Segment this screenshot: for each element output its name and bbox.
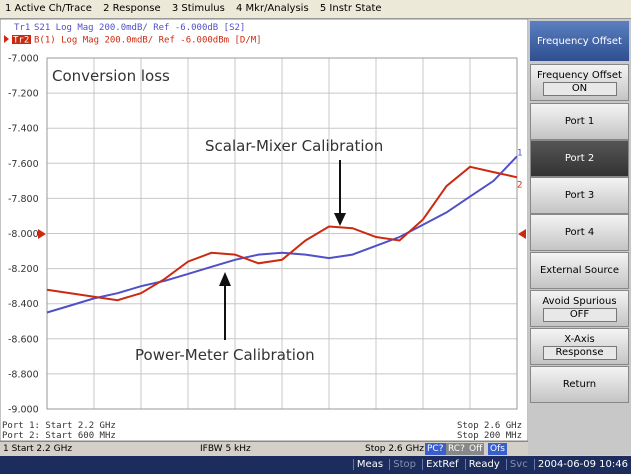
trace-info: B(1) Log Mag 200.0mdB/ Ref -6.000dBm [D/…: [34, 36, 262, 46]
softkey[interactable]: X-Axis Response: [530, 328, 629, 365]
bottom-item: 2004-06-09 10:46: [533, 459, 631, 470]
softkey[interactable]: Port 1: [530, 103, 629, 140]
arrow-head: [219, 272, 231, 286]
softkey[interactable]: External Source: [530, 252, 629, 289]
trace-label-box: [12, 35, 31, 44]
bottom-item: Stop: [389, 459, 419, 470]
status-flag: Off: [467, 443, 485, 455]
annotation: Power-Meter Calibration: [135, 346, 315, 364]
status-bar: 1 Start 2.2 GHz IFBW 5 kHz Stop 2.6 GHz …: [0, 441, 528, 456]
y-tick-label: -7.200: [8, 89, 39, 100]
softkey-label: X-Axis: [564, 333, 595, 345]
status-flag: RC?: [446, 443, 467, 455]
footer-text: Port 2: Start 600 MHz: [2, 431, 116, 441]
y-tick-label: -7.000: [8, 54, 39, 65]
softkey[interactable]: Return: [530, 366, 629, 403]
softkey-value: Response: [542, 345, 617, 360]
menu-item[interactable]: 4 Mkr/Analysis: [236, 3, 309, 14]
trace-line: [46, 155, 518, 314]
trace-end-label: 2: [517, 180, 522, 190]
active-trace-marker: [4, 35, 9, 43]
softkey-label: Port 1: [564, 116, 595, 127]
y-tick-label: -8.400: [8, 299, 39, 310]
softkey-label: Port 2: [564, 153, 595, 164]
y-tick-label: -7.600: [8, 159, 39, 170]
status-text: 1 Start 2.2 GHz: [3, 444, 73, 454]
bottom-item: ExtRef: [422, 459, 462, 470]
bottom-bar: Meas Stop ExtRef Ready Svc 2004-06-09 10…: [0, 456, 631, 474]
bottom-item: Meas: [352, 459, 387, 470]
y-tick-label: -9.000: [8, 405, 39, 416]
ref-marker: [38, 229, 46, 239]
trace-info: S21 Log Mag 200.0mdB/ Ref -6.000dB [S2]: [34, 23, 245, 33]
chart: Tr1 S21 Log Mag 200.0mdB/ Ref -6.000dB […: [0, 19, 528, 441]
ref-marker: [518, 229, 526, 239]
annotation: Conversion loss: [52, 67, 170, 85]
y-tick-label: -7.400: [8, 124, 39, 135]
trace-line: [46, 165, 518, 302]
bottom-item: Ready: [464, 459, 503, 470]
annotation: Scalar-Mixer Calibration: [205, 137, 383, 155]
trace-end-label: 1: [517, 148, 522, 158]
footer-text: Port 1: Start 2.2 GHz: [2, 421, 116, 431]
footer-text: Stop 2.6 GHz: [457, 421, 522, 431]
softkey-label: External Source: [539, 265, 619, 276]
y-tick-label: -8.800: [8, 369, 39, 380]
status-flag: Ofs: [488, 443, 507, 455]
softkey-value: ON: [542, 81, 617, 96]
bottom-item: Svc: [505, 459, 531, 470]
status-text: IFBW 5 kHz: [200, 444, 251, 454]
trace-label: Tr1: [14, 23, 30, 33]
softkey-label: Frequency Offset: [537, 69, 622, 81]
y-tick-label: -7.800: [8, 194, 39, 205]
footer-text: Stop 200 MHz: [457, 431, 522, 441]
trace-label: Tr2: [13, 36, 29, 46]
plot-area: [46, 57, 518, 410]
menu-item[interactable]: 5 Instr State: [319, 3, 382, 14]
menu-item[interactable]: 2 Response: [103, 3, 161, 14]
softkey[interactable]: Avoid Spurious OFF: [530, 290, 629, 327]
menu-item[interactable]: 1 Active Ch/Trace: [5, 3, 92, 14]
y-tick-label: -8.200: [8, 264, 39, 275]
softkey-label: Avoid Spurious: [542, 295, 617, 307]
softkey-panel: Frequency Offset Frequency Offset ON Port …: [528, 19, 631, 455]
softkey[interactable]: Port 3: [530, 177, 629, 214]
softkey-label: Return: [562, 379, 597, 390]
softkey-label: Port 3: [564, 190, 595, 201]
softkey[interactable]: Frequency Offset ON: [530, 64, 629, 101]
softkey-label: Port 4: [564, 227, 595, 238]
status-flag: PC?: [425, 443, 446, 455]
status-text: Stop 2.6 GHz: [365, 444, 424, 454]
menu-bar: 1 Active Ch/Trace 2 Response 3 Stimulus …: [0, 0, 631, 19]
plot-frame: [0, 19, 528, 441]
arrow-head: [334, 213, 346, 226]
y-tick-label: -8.600: [8, 334, 39, 345]
softkey[interactable]: Port 4: [530, 214, 629, 251]
softkey-value: OFF: [542, 307, 617, 322]
softkey[interactable]: Port 2: [530, 140, 629, 177]
softkey-title: Frequency Offset: [530, 21, 629, 61]
menu-item[interactable]: 3 Stimulus: [171, 3, 225, 14]
y-tick-label: -8.000: [8, 229, 39, 240]
